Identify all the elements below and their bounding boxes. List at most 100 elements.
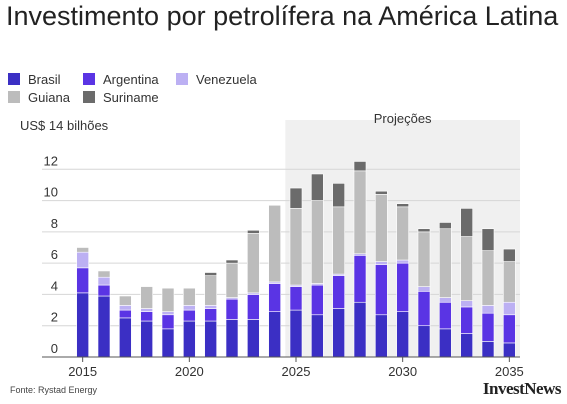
bar-2032-venezuela [439, 297, 452, 303]
bar-2031-guiana [417, 231, 431, 287]
bar-2035-argentina [503, 314, 516, 344]
legend-swatch-argentina [83, 73, 95, 85]
y-tick-label-12: 12 [44, 153, 58, 168]
bar-2019-guiana [161, 287, 175, 312]
bar-2027-suriname [332, 183, 345, 208]
bar-2021-brasil [204, 320, 217, 358]
bar-2033-guiana [460, 236, 473, 301]
y-axis-unit-label: US$ 14 bilhões [20, 118, 109, 133]
bar-2029-argentina [375, 264, 388, 316]
legend-label-guiana: Guiana [28, 89, 70, 105]
bar-2033-venezuela [460, 300, 473, 308]
bar-2026-brasil [311, 314, 324, 358]
y-tick-label-2: 2 [51, 310, 58, 325]
bar-2028-argentina [353, 255, 367, 303]
bar-2034-argentina [481, 312, 495, 342]
bar-2019-brasil [161, 328, 175, 358]
bar-2034-guiana [481, 250, 495, 306]
y-tick-label-6: 6 [51, 247, 58, 262]
bar-2021-argentina [204, 308, 217, 322]
bar-2015-brasil [76, 292, 89, 358]
bar-2020-brasil [183, 320, 196, 358]
bar-2029-guiana [375, 194, 388, 262]
bar-2025-suriname [289, 187, 303, 209]
bar-2022-suriname [225, 259, 239, 264]
bar-2035-brasil [503, 342, 516, 358]
x-tick-label-2025: 2025 [282, 364, 311, 379]
investnews-logo: InvestNews [482, 379, 562, 398]
bar-2020-guiana [183, 287, 196, 306]
bar-2032-suriname [439, 222, 452, 230]
bar-2031-venezuela [417, 286, 431, 292]
bar-2025-argentina [289, 286, 303, 311]
x-tick-label-2020: 2020 [175, 364, 204, 379]
bar-2028-brasil [353, 301, 367, 358]
bar-2016-argentina [97, 284, 111, 297]
bar-2029-brasil [375, 314, 388, 358]
bar-2020-venezuela [183, 305, 196, 311]
bar-2023-brasil [247, 319, 260, 358]
legend-swatch-brasil [8, 73, 20, 85]
legend-label-venezuela: Venezuela [196, 71, 257, 87]
x-tick-label-2015: 2015 [68, 364, 97, 379]
legend-label-argentina: Argentina [103, 71, 159, 87]
x-tick-label-2030: 2030 [388, 364, 417, 379]
bar-2022-argentina [225, 298, 239, 320]
bar-2026-argentina [311, 284, 324, 316]
legend-label-suriname: Suriname [103, 89, 159, 105]
bar-2034-suriname [481, 228, 495, 251]
bar-2026-suriname [311, 173, 324, 201]
bar-2026-guiana [311, 200, 324, 284]
bar-2030-suriname [396, 203, 409, 208]
bar-2034-brasil [481, 341, 495, 358]
bar-2019-argentina [161, 314, 175, 330]
bar-2021-suriname [204, 272, 217, 276]
legend-label-brasil: Brasil [28, 71, 61, 87]
legend-item-venezuela: Venezuela [176, 71, 257, 87]
bar-2021-guiana [204, 275, 217, 306]
bar-2028-guiana [353, 170, 367, 255]
bar-2035-guiana [503, 261, 516, 303]
bar-2018-argentina [140, 311, 153, 322]
legend-item-argentina: Argentina [83, 71, 159, 87]
bar-2024-brasil [268, 311, 281, 358]
bar-2022-guiana [225, 262, 239, 298]
bar-2016-venezuela [97, 276, 111, 286]
bar-2032-guiana [439, 228, 452, 298]
projection-label: Projeções [374, 111, 432, 126]
chart-title: Investimento por petrolífera na América … [6, 1, 559, 31]
bar-2017-argentina [119, 309, 132, 319]
legend-swatch-venezuela [176, 73, 188, 85]
legend-item-guiana: Guiana [8, 89, 70, 105]
bar-2017-venezuela [119, 305, 132, 311]
legend-item-suriname: Suriname [83, 89, 159, 105]
bar-2015-guiana [76, 247, 89, 253]
bar-2030-venezuela [396, 259, 409, 264]
bar-2021-venezuela [204, 305, 217, 309]
bar-2029-suriname [375, 190, 388, 195]
bar-2027-brasil [332, 308, 345, 358]
bar-2027-argentina [332, 275, 345, 309]
bar-2031-argentina [417, 290, 431, 327]
bar-2033-argentina [460, 306, 473, 334]
bar-2020-argentina [183, 309, 196, 322]
bar-2017-brasil [119, 317, 132, 358]
bar-2025-guiana [289, 208, 303, 286]
bar-2024-argentina [268, 283, 281, 312]
bar-2015-argentina [76, 267, 89, 294]
bar-2030-guiana [396, 206, 409, 261]
bar-2025-brasil [289, 309, 303, 358]
bar-2035-suriname [503, 248, 516, 262]
legend-item-brasil: Brasil [8, 71, 61, 87]
y-tick-label-4: 4 [51, 278, 58, 293]
bar-2016-brasil [97, 295, 111, 358]
bar-2017-guiana [119, 295, 132, 306]
legend-swatch-guiana [8, 91, 20, 103]
bar-2032-brasil [439, 328, 452, 358]
y-tick-label-0: 0 [51, 341, 58, 356]
bar-2015-venezuela [76, 251, 89, 269]
bar-2029-venezuela [375, 261, 388, 266]
bar-2027-guiana [332, 206, 345, 275]
bar-2033-brasil [460, 333, 473, 358]
